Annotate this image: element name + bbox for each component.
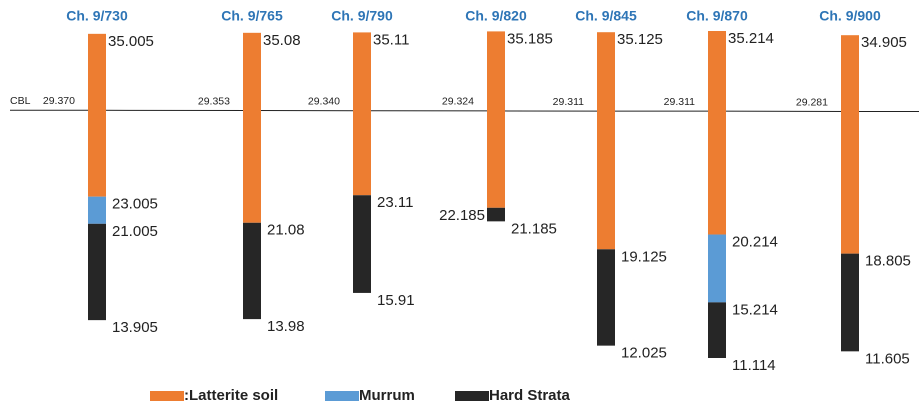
level-label: 35.185 [507,30,553,47]
cbl-label: 29.281 [796,96,828,108]
level-label: 18.805 [865,253,911,270]
layer [487,31,505,208]
legend-swatch [325,391,359,401]
column-title: Ch. 9/820 [465,8,527,24]
cbl-label: 29.370 [43,95,75,107]
level-label: 35.11 [373,31,409,48]
layer [708,234,726,303]
cbl-label: 29.311 [664,96,695,108]
level-label: 23.11 [377,194,413,211]
level-label: 21.08 [267,222,305,239]
layer [597,32,615,250]
level-label: 11.114 [732,357,776,374]
layer [841,253,859,352]
layer [88,196,106,224]
level-label: 11.605 [865,350,910,367]
level-label: 22.185 [439,207,485,224]
legend-label: Hard Strata [489,387,571,404]
level-label: 13.905 [112,319,158,336]
legend-label: Murrum [359,387,415,404]
layer [841,35,859,254]
column-title: Ch. 9/790 [331,8,393,24]
level-label: 34.905 [861,34,907,51]
level-label: 19.125 [621,248,667,265]
level-label: 12.025 [621,345,667,362]
level-label: 21.005 [112,223,158,240]
layer [597,249,615,346]
cbl-prefix: CBL [10,95,31,107]
column-title: Ch. 9/765 [221,8,283,24]
layer [353,195,371,293]
level-label: 35.08 [263,32,301,49]
level-label: 20.214 [732,233,778,250]
cbl-line [10,109,919,113]
cbl-label: 29.340 [308,95,340,107]
column-title: Ch. 9/845 [575,8,637,24]
legend-label: :Latterite soil [184,387,278,404]
cbl-label: 29.353 [198,95,230,107]
legend-swatch [150,391,184,401]
layer [243,222,261,320]
legend-swatch [455,391,489,401]
layer [88,33,106,197]
level-label: 35.005 [108,33,154,50]
cbl-label: 29.311 [553,96,584,108]
level-label: 13.98 [267,318,305,335]
level-label: 15.214 [732,301,778,318]
layer [353,32,371,196]
column-title: Ch. 9/900 [819,8,881,24]
level-label: 15.91 [377,292,415,309]
layer [88,223,106,321]
column-title: Ch. 9/870 [686,8,748,24]
level-label: 21.185 [511,220,557,237]
layer [487,207,505,222]
level-label: 35.125 [617,31,663,48]
column-title: Ch. 9/730 [66,8,128,24]
level-label: 35.214 [728,30,774,47]
layer [708,31,726,235]
layer [243,32,261,223]
level-label: 23.005 [112,196,158,213]
layer [708,302,726,358]
cbl-label: 29.324 [442,96,474,108]
